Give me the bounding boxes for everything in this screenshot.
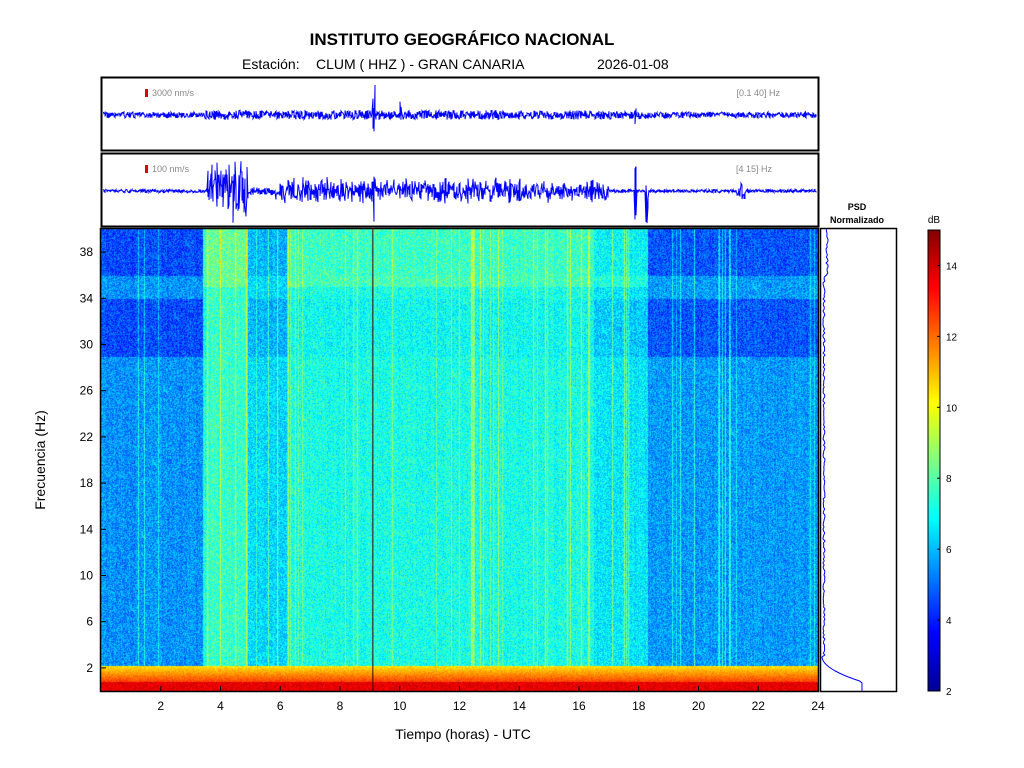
x-tick-label: 10	[393, 699, 407, 713]
y-tick-label: 6	[86, 615, 93, 629]
trace-panel-filtered: 100 nm/s [4 15] Hz	[100, 152, 820, 228]
scale-label-filtered: 100 nm/s	[152, 164, 190, 174]
x-axis-label: Tiempo (horas) - UTC	[395, 726, 531, 742]
y-axis-label: Frecuencia (Hz)	[32, 410, 48, 510]
recording-date: 2026-01-08	[597, 56, 669, 72]
colorbar-tick-label: 2	[946, 687, 952, 698]
x-tick-label: 16	[572, 699, 586, 713]
y-tick-label: 14	[80, 522, 94, 536]
x-tick-label: 22	[752, 699, 766, 713]
figure-title: INSTITUTO GEOGRÁFICO NACIONAL	[310, 30, 615, 49]
x-tick-label: 8	[337, 699, 344, 713]
x-tick-label: 20	[692, 699, 706, 713]
psd-title: PSD	[848, 202, 867, 212]
band-label-broadband: [0.1 40] Hz	[736, 88, 780, 98]
colorbar-tick-label: 14	[946, 261, 958, 272]
x-tick-label: 12	[453, 699, 467, 713]
x-tick-label: 4	[217, 699, 224, 713]
spectrogram-image	[101, 229, 818, 691]
psd-panel: PSD Normalizado	[819, 202, 898, 693]
trace-panel-broadband: 3000 nm/s [0.1 40] Hz	[100, 76, 820, 152]
band-label-filtered: [4 15] Hz	[736, 164, 773, 174]
station-prefix: Estación:	[242, 56, 300, 72]
y-tick-label: 34	[80, 291, 94, 305]
x-tick-label: 18	[632, 699, 646, 713]
y-tick-label: 30	[80, 338, 94, 352]
x-tick-label: 6	[277, 699, 284, 713]
x-tick-label: 14	[513, 699, 527, 713]
seismic-trace-filtered	[103, 161, 817, 224]
scale-label-broadband: 3000 nm/s	[152, 88, 195, 98]
x-tick-label: 24	[811, 699, 825, 713]
colorbar-tick-label: 8	[946, 474, 952, 485]
colorbar-tick-label: 10	[946, 403, 958, 414]
colorbar: dB 2 4 6 8 10 12 14	[927, 215, 958, 698]
y-tick-label: 2	[86, 661, 93, 675]
psd-curve	[821, 228, 863, 691]
colorbar-tick-label: 12	[946, 332, 958, 343]
station-name: CLUM ( HHZ ) - GRAN CANARIA	[316, 56, 525, 72]
scale-bar-broadband	[145, 89, 148, 97]
y-tick-label: 38	[80, 245, 94, 259]
colorbar-tick-label: 4	[946, 616, 952, 627]
colorbar-tick-label: 6	[946, 545, 952, 556]
spectrogram-panel: 2 4 6 8 10 12 14 16 18 20 22 24 261014182226303438 …	[32, 227, 825, 742]
y-tick-label: 26	[80, 384, 94, 398]
y-tick-label: 18	[80, 476, 94, 490]
seismic-trace-broadband	[103, 84, 817, 132]
y-tick-label: 22	[80, 430, 94, 444]
x-tick-label: 2	[157, 699, 164, 713]
psd-subtitle: Normalizado	[830, 215, 885, 225]
colorbar-label: dB	[928, 215, 941, 226]
scale-bar-filtered	[145, 165, 148, 173]
y-tick-label: 10	[80, 569, 94, 583]
